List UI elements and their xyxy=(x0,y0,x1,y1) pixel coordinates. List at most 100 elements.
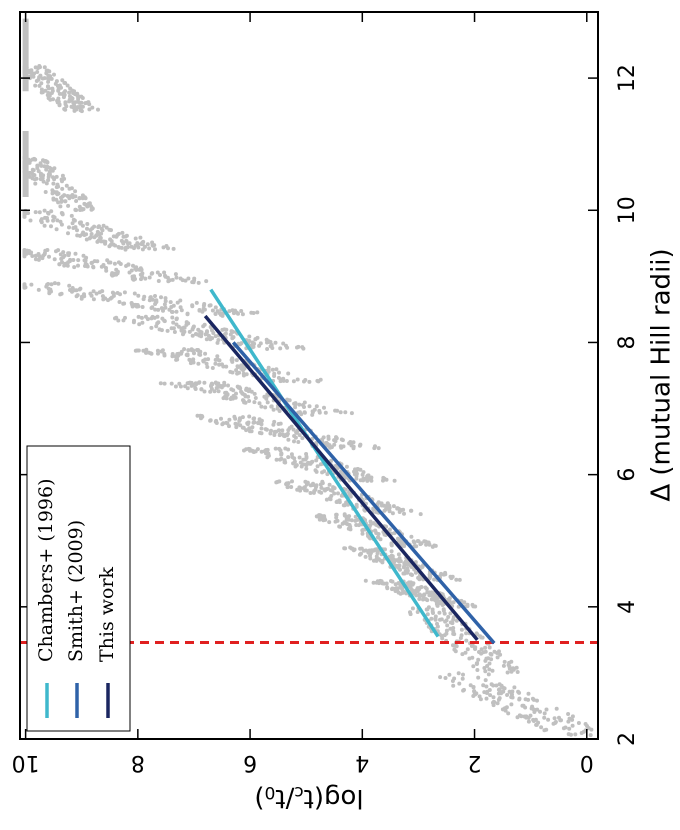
data-point xyxy=(290,455,295,459)
data-point xyxy=(89,232,94,236)
data-point xyxy=(100,294,105,299)
data-point xyxy=(117,245,122,250)
data-point xyxy=(447,672,452,677)
data-point xyxy=(75,233,80,238)
data-point xyxy=(153,247,157,252)
data-point xyxy=(399,508,404,512)
data-point xyxy=(237,416,242,421)
data-point xyxy=(205,329,209,334)
data-point xyxy=(315,378,320,383)
data-point xyxy=(58,204,63,209)
data-point xyxy=(104,225,109,230)
data-point xyxy=(307,379,312,384)
data-point xyxy=(107,227,112,232)
data-point xyxy=(71,91,76,95)
data-point xyxy=(495,651,500,655)
data-point xyxy=(63,81,68,85)
data-point xyxy=(533,717,538,722)
data-point xyxy=(243,394,248,399)
data-point xyxy=(321,435,326,440)
data-point xyxy=(269,428,273,433)
data-point xyxy=(156,307,161,312)
data-point xyxy=(49,209,54,214)
data-point xyxy=(563,725,568,730)
data-point xyxy=(127,270,132,275)
data-point xyxy=(314,458,319,463)
data-point xyxy=(71,105,76,110)
data-point xyxy=(229,387,234,392)
data-point xyxy=(179,349,184,354)
data-point xyxy=(51,197,56,202)
data-point xyxy=(531,697,536,702)
data-point xyxy=(168,300,173,305)
data-point xyxy=(257,343,262,348)
data-point xyxy=(274,480,279,485)
data-point xyxy=(414,593,419,598)
data-point xyxy=(501,689,506,694)
x-tick-label: 6 xyxy=(615,468,640,482)
data-point xyxy=(286,398,291,403)
data-point xyxy=(60,186,65,191)
data-point xyxy=(36,287,41,292)
data-point xyxy=(186,276,191,281)
data-point xyxy=(297,433,302,438)
data-point xyxy=(546,717,551,722)
data-point xyxy=(461,672,465,677)
data-point xyxy=(397,556,402,561)
data-point xyxy=(139,315,144,320)
data-point xyxy=(376,446,381,451)
data-point xyxy=(153,294,157,298)
data-point xyxy=(256,420,261,425)
data-point xyxy=(414,544,419,549)
data-point xyxy=(170,310,175,314)
data-point xyxy=(313,487,318,492)
data-point xyxy=(503,708,508,713)
data-point xyxy=(90,105,95,110)
data-point xyxy=(539,725,544,730)
data-point xyxy=(217,362,222,367)
data-point xyxy=(234,358,239,363)
data-point xyxy=(210,382,215,387)
data-point xyxy=(371,558,376,563)
data-point xyxy=(200,414,205,419)
data-point xyxy=(231,393,236,398)
data-point xyxy=(63,107,68,112)
data-point xyxy=(116,260,121,265)
data-point xyxy=(247,447,252,452)
data-point xyxy=(208,418,213,423)
data-point xyxy=(107,244,112,249)
data-point xyxy=(247,339,252,343)
data-point xyxy=(517,690,522,695)
data-point xyxy=(169,326,174,331)
data-point xyxy=(405,568,410,573)
data-point xyxy=(163,299,168,304)
data-point xyxy=(354,473,359,478)
data-point xyxy=(213,419,218,424)
data-point xyxy=(86,201,91,206)
data-point xyxy=(47,254,51,259)
data-point xyxy=(81,230,86,235)
data-point xyxy=(340,438,345,443)
data-point xyxy=(382,503,387,508)
data-point xyxy=(552,716,557,721)
data-point xyxy=(282,460,287,465)
data-point xyxy=(219,416,223,421)
data-point xyxy=(284,482,289,487)
data-point xyxy=(32,71,37,76)
data-point xyxy=(359,546,364,551)
data-point xyxy=(446,615,451,619)
data-point xyxy=(328,488,333,493)
data-point xyxy=(92,235,97,240)
data-point xyxy=(402,563,407,568)
data-point xyxy=(255,310,260,315)
data-point xyxy=(342,520,347,525)
data-point xyxy=(411,581,416,586)
y-tick-label: 2 xyxy=(468,750,482,775)
data-point xyxy=(484,696,489,701)
data-point xyxy=(252,400,257,405)
data-point xyxy=(315,464,320,469)
data-point xyxy=(66,203,71,208)
data-point xyxy=(210,308,215,313)
data-point xyxy=(156,320,161,325)
data-point xyxy=(417,597,422,601)
